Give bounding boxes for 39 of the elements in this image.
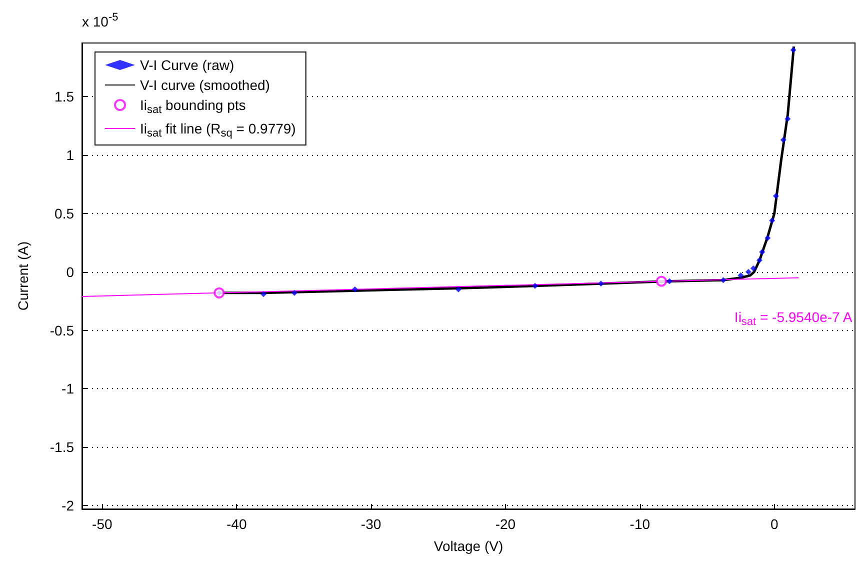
point xyxy=(720,277,726,284)
point xyxy=(532,282,538,289)
x-tick-label: -50 xyxy=(92,516,112,532)
point xyxy=(598,280,604,287)
point xyxy=(750,265,756,272)
point xyxy=(756,257,762,264)
legend-label: V-I Curve (raw) xyxy=(140,57,234,73)
point xyxy=(745,268,752,275)
point xyxy=(784,116,791,122)
point xyxy=(656,276,667,287)
point xyxy=(260,291,266,298)
x-axis-title: Voltage (V) xyxy=(434,538,504,554)
y-tick-label: 0.5 xyxy=(54,206,74,222)
x-tick-label: -30 xyxy=(360,516,382,532)
x-tick-label: 0 xyxy=(770,516,778,532)
point xyxy=(772,192,779,199)
point xyxy=(759,249,766,256)
y-axis-title: Current (A) xyxy=(15,241,31,311)
point xyxy=(666,278,672,284)
y-tick-label: 0 xyxy=(66,264,74,280)
point xyxy=(769,218,776,224)
y-tick-label: -1.5 xyxy=(50,439,74,456)
x-tick-label: -20 xyxy=(495,516,516,532)
x-tick-label: -40 xyxy=(226,516,247,532)
point xyxy=(291,290,298,296)
y-tick-label: -1 xyxy=(62,380,74,397)
y-tick-label: 1.5 xyxy=(54,88,74,105)
y-tick-label: -2 xyxy=(62,497,74,514)
point xyxy=(455,286,462,292)
x-tick-label: -10 xyxy=(630,516,650,532)
legend-label: V-I curve (smoothed) xyxy=(140,77,270,93)
y-tick-label: -0.5 xyxy=(50,322,74,338)
point xyxy=(352,286,358,292)
point xyxy=(790,47,796,54)
point xyxy=(780,136,786,143)
point xyxy=(738,272,744,278)
point xyxy=(764,235,771,242)
y-tick-label: 1 xyxy=(66,147,74,164)
point xyxy=(214,287,225,298)
